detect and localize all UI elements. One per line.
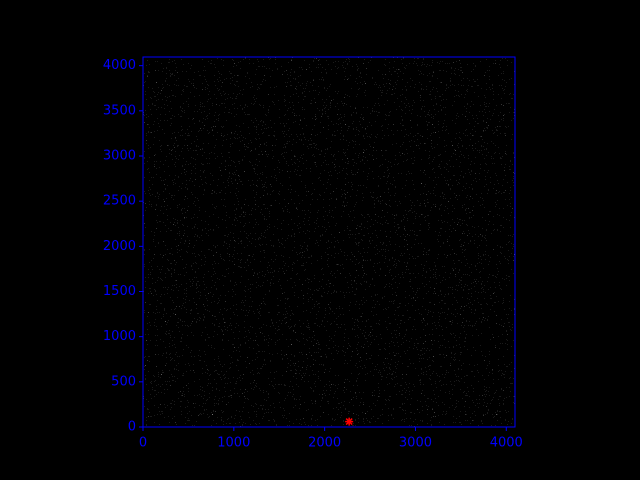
y-tick-label: 3000	[103, 149, 136, 164]
y-tick-label: 500	[111, 374, 136, 389]
x-tick-label: 0	[139, 436, 147, 451]
y-tick-label: 4000	[103, 58, 136, 73]
axes-frame	[142, 56, 516, 428]
y-tick-label: 1500	[103, 284, 136, 299]
y-tick-label: 0	[128, 420, 136, 435]
y-tick-label: 2000	[103, 239, 136, 254]
y-tick-label: 1000	[103, 329, 136, 344]
marker	[345, 417, 354, 426]
y-tick-label: 3500	[103, 103, 136, 118]
x-tick-label: 4000	[490, 436, 523, 451]
y-tick-label: 2500	[103, 194, 136, 209]
x-tick-label: 2000	[308, 436, 341, 451]
x-tick-label: 1000	[217, 436, 250, 451]
image-noise	[143, 57, 515, 427]
x-tick-label: 3000	[399, 436, 432, 451]
